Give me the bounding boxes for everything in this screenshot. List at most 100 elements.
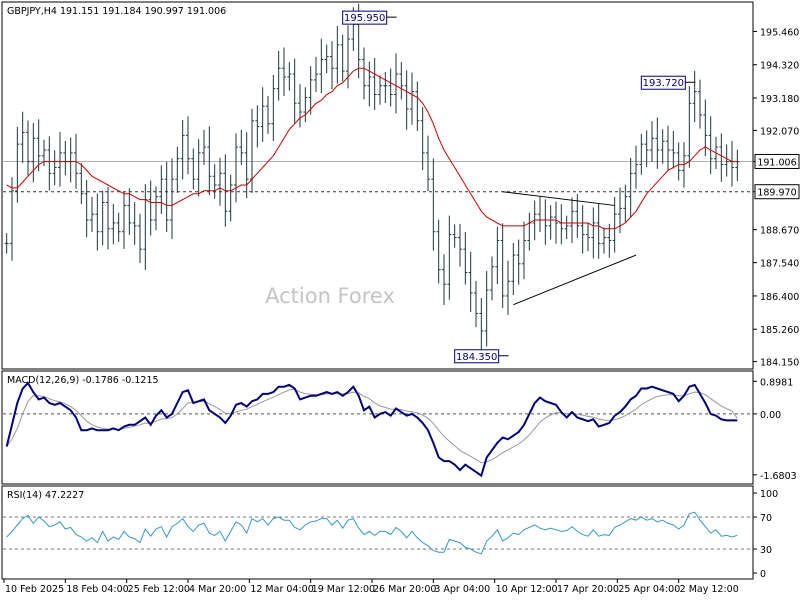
price-bar (260, 87, 265, 143)
price-bar (436, 219, 441, 284)
price-bar (602, 227, 606, 254)
x-tick-label: 19 Mar 12:00 (312, 584, 375, 595)
x-tick-label: 10 Feb 2025 (5, 584, 64, 595)
price-bar (394, 53, 398, 114)
price-bar (634, 145, 638, 189)
macd-layer (3, 381, 752, 478)
price-bar (239, 129, 244, 165)
price-bar (335, 25, 340, 84)
annotation-label: 184.350 (456, 352, 497, 363)
price-bar (170, 158, 174, 240)
price-bar (202, 129, 206, 165)
price-bar (452, 224, 457, 248)
level-tag-label: 189.970 (757, 188, 796, 199)
price-bar (591, 207, 596, 259)
price-bar (698, 79, 702, 129)
price-bar (506, 260, 510, 315)
rsi-header: RSI(14) 47.2227 (7, 490, 84, 501)
axis-layer: 195.460 194.320 193.180 192.070 191.006 189.9… (3, 27, 800, 595)
price-bar (607, 223, 612, 258)
price-bar (612, 196, 617, 253)
price-tick-label: 192.070 (760, 126, 799, 137)
macd-signal-line (6, 388, 738, 464)
price-bar (463, 232, 468, 285)
price-bar (479, 297, 484, 352)
price-bar (420, 107, 425, 171)
price-bar (287, 62, 292, 91)
price-bar (186, 116, 190, 175)
price-panel (1, 1, 754, 370)
price-bar (218, 157, 222, 206)
price-annotation: 193.720 (640, 75, 696, 90)
price-bar (431, 158, 436, 251)
price-bar (415, 81, 420, 131)
price-bar (399, 62, 404, 100)
x-tick-label: 18 Feb 04:00 (66, 584, 128, 595)
x-tick-label: 12 Mar 04:00 (250, 584, 313, 595)
price-bar (516, 239, 521, 285)
price-bar (687, 86, 692, 168)
price-annotation: 184.350 (454, 349, 509, 364)
rsi-tick-label: 100 (760, 489, 778, 500)
price-bar (180, 119, 185, 180)
price-bar (666, 125, 670, 171)
price-tick-label: 188.670 (760, 226, 799, 237)
price-bar (276, 51, 281, 101)
price-bar (586, 222, 590, 252)
annotation-label: 195.950 (344, 13, 385, 24)
price-bar (372, 58, 377, 110)
price-bar (212, 164, 217, 199)
price-bar (484, 271, 489, 347)
x-tick-label: 10 Apr 12:00 (496, 584, 558, 595)
price-bar (159, 165, 164, 214)
price-bar (410, 72, 414, 125)
watermark: Action Forex (265, 284, 395, 308)
price-bar (388, 68, 393, 107)
price-bar (724, 144, 729, 177)
price-bar (383, 72, 388, 103)
price-bar (628, 157, 633, 218)
price-bar (191, 148, 196, 190)
price-bar (36, 119, 41, 172)
price-bar (511, 243, 516, 296)
level-tag: 189.970 (754, 184, 800, 200)
macd-tick-label: 0.8981 (760, 377, 793, 388)
price-bar (111, 203, 116, 245)
price-bar (95, 193, 100, 251)
rsi-line (6, 511, 738, 555)
price-bar (314, 56, 318, 92)
price-bar (132, 202, 137, 245)
macd-panel (1, 370, 754, 485)
price-bar (234, 133, 238, 203)
price-bar (490, 256, 494, 301)
price-bar (303, 87, 308, 123)
price-bar (676, 142, 681, 181)
price-annotation: 195.950 (342, 10, 397, 25)
level-tag-box (754, 184, 800, 200)
price-bar (47, 136, 52, 191)
moving-average-line (6, 67, 738, 230)
price-bar (596, 203, 601, 259)
price-bar (554, 201, 558, 244)
price-bar (266, 95, 270, 134)
price-layer: 195.950 184.350 193.720 (3, 3, 752, 364)
price-bar (106, 187, 110, 250)
price-bar (271, 74, 276, 141)
price-bar (692, 70, 697, 123)
price-bar (346, 25, 350, 89)
macd-line (5, 381, 738, 478)
price-bar (442, 254, 446, 305)
price-bar (378, 75, 382, 105)
price-bar (31, 122, 36, 183)
price-bar (426, 135, 430, 192)
price-bar (468, 251, 473, 312)
price-bar (154, 186, 158, 231)
price-tick-label: 193.180 (760, 94, 799, 105)
price-bar (671, 130, 676, 169)
price-bar (522, 221, 526, 280)
price-bar (175, 146, 180, 193)
price-bar (292, 58, 297, 124)
x-tick-label: 17 Apr 20:00 (557, 584, 619, 595)
rsi-tick-label: 30 (760, 545, 772, 556)
